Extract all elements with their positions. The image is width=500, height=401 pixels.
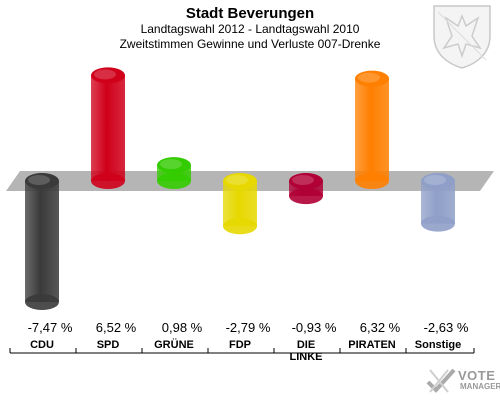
- bar-cap-highlight: [160, 159, 182, 170]
- category-label-line: LINKE: [290, 351, 323, 363]
- bar-top-cap: [223, 173, 257, 189]
- chart-subtitle: Landtagswahl 2012 - Landtagswahl 2010: [140, 22, 360, 36]
- bar-body: [25, 181, 59, 303]
- vote-manager-logo: VOTE MANAGER: [424, 366, 500, 396]
- bar-cap-highlight: [358, 72, 380, 83]
- value-label: -2,79 %: [226, 320, 271, 335]
- bar-grüne: [157, 157, 191, 189]
- value-label: 6,32 %: [360, 320, 401, 335]
- category-label: SPD: [97, 339, 120, 351]
- chart-title: Stadt Beverungen: [185, 5, 315, 22]
- bar-top-cap: [91, 67, 125, 84]
- category-label: FDP: [229, 339, 251, 351]
- bar-body: [91, 75, 125, 181]
- category-label-line: DIE: [297, 339, 315, 351]
- bar-cdu: [25, 173, 59, 311]
- bar-cap-highlight: [94, 69, 116, 80]
- bar-cap-highlight: [292, 175, 314, 185]
- bar-cap-highlight: [28, 175, 50, 185]
- category-label: Sonstige: [415, 339, 461, 351]
- bar-body: [355, 78, 389, 181]
- category-label: CDU: [30, 339, 54, 351]
- bar-die-linke: [289, 173, 323, 205]
- bar-cap-highlight: [226, 175, 248, 185]
- value-label: 6,52 %: [96, 320, 137, 335]
- bar-sonstige: [421, 173, 455, 232]
- bar-top-cap: [289, 173, 323, 189]
- bar-top-cap: [355, 70, 389, 87]
- logo-word-vote: VOTE: [458, 368, 496, 383]
- category-label: GRÜNE: [154, 338, 194, 351]
- bar-spd: [91, 67, 125, 189]
- value-label: 0,98 %: [162, 320, 203, 335]
- bar-piraten: [355, 70, 389, 189]
- bar-cap-highlight: [424, 175, 446, 185]
- bar-top-cap: [157, 157, 191, 174]
- value-label: -7,47 %: [28, 320, 73, 335]
- checkmark-x-icon: [426, 368, 456, 393]
- bar-top-cap: [421, 173, 455, 189]
- value-label: -0,93 %: [292, 320, 337, 335]
- bar-fdp: [223, 173, 257, 235]
- category-label: PIRATEN: [348, 339, 396, 351]
- eagle-crest-icon: [433, 5, 491, 69]
- logo-word-manager: MANAGER: [460, 382, 500, 391]
- bar-top-cap: [25, 173, 59, 189]
- value-label: -2,63 %: [424, 320, 469, 335]
- chart-subtitle-2: Zweitstimmen Gewinne und Verluste 007-Dr…: [119, 37, 381, 51]
- category-label: DIE LINKE: [290, 339, 323, 363]
